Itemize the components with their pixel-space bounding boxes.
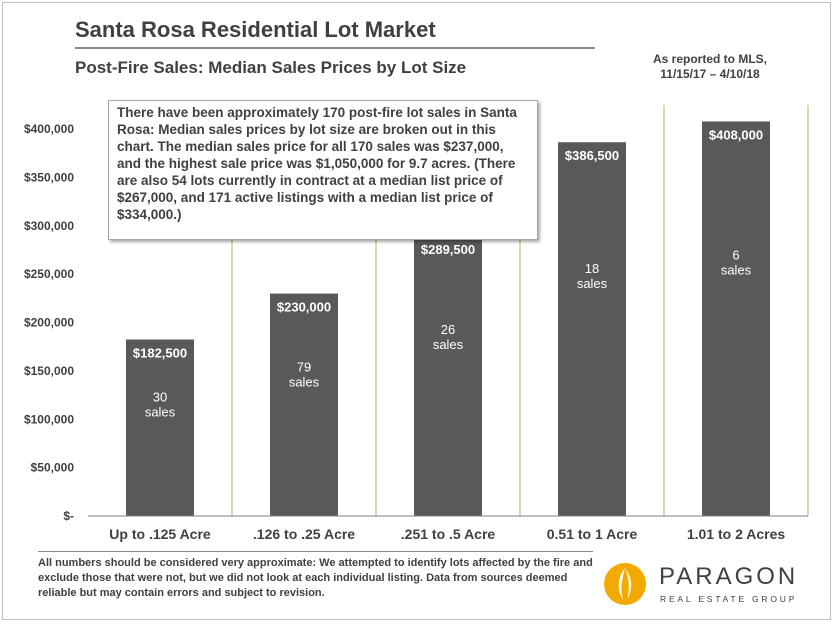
bar-sales-word: sales [433, 337, 464, 352]
mls-date-note: As reported to MLS, 11/15/17 – 4/10/18 [620, 52, 800, 82]
title-divider [75, 47, 595, 49]
bar-value-label: $386,500 [565, 148, 619, 163]
paragon-emblem-icon [604, 563, 646, 605]
chart-title: Santa Rosa Residential Lot Market [75, 17, 436, 42]
x-tick-label: 1.01 to 2 Acres [687, 526, 786, 542]
disclaimer-text: All numbers should be considered very ap… [38, 557, 593, 599]
bar-sales-count: 18 [585, 261, 599, 276]
bar-value-label: $408,000 [709, 127, 763, 142]
bar-value-label: $182,500 [133, 346, 187, 361]
bar [270, 293, 338, 516]
bar-sales-count: 30 [153, 389, 167, 404]
bar-sales-count: 6 [732, 248, 739, 263]
chart-subtitle: Post-Fire Sales: Median Sales Prices by … [75, 58, 467, 77]
paragon-logo: PARAGON REAL ESTATE GROUP [603, 561, 808, 611]
bar-value-label: $230,000 [277, 300, 331, 315]
bar-sales-count: 79 [297, 359, 311, 374]
mls-note-line1: As reported to MLS, [652, 52, 767, 66]
y-tick-label: $- [63, 509, 74, 523]
y-tick-label: $300,000 [24, 219, 74, 233]
bar [558, 142, 626, 517]
bar-sales-word: sales [289, 374, 320, 389]
logo-wordmark: PARAGON [659, 563, 799, 590]
y-tick-label: $150,000 [24, 364, 74, 378]
bar-sales-word: sales [145, 404, 176, 419]
x-tick-label: .251 to .5 Acre [401, 526, 496, 542]
x-tick-label: 0.51 to 1 Acre [547, 526, 638, 542]
bar-sales-count: 26 [441, 322, 455, 337]
bar [702, 121, 770, 516]
y-tick-label: $100,000 [24, 412, 74, 426]
y-tick-label: $350,000 [24, 171, 74, 185]
y-tick-label: $50,000 [31, 461, 75, 475]
y-tick-label: $400,000 [24, 122, 74, 136]
summary-text-box: There have been approximately 170 post-f… [108, 100, 538, 240]
x-tick-label: .126 to .25 Acre [253, 526, 355, 542]
bar-value-label: $289,500 [421, 242, 475, 257]
bar [126, 339, 194, 516]
x-tick-label: Up to .125 Acre [109, 526, 211, 542]
y-tick-label: $250,000 [24, 267, 74, 281]
footer-divider [38, 551, 593, 552]
bar-sales-word: sales [577, 276, 608, 291]
mls-note-line2: 11/15/17 – 4/10/18 [660, 67, 760, 81]
logo-tagline: REAL ESTATE GROUP [660, 594, 798, 604]
bar [414, 236, 482, 516]
bar-sales-word: sales [721, 263, 752, 278]
y-tick-label: $200,000 [24, 316, 74, 330]
